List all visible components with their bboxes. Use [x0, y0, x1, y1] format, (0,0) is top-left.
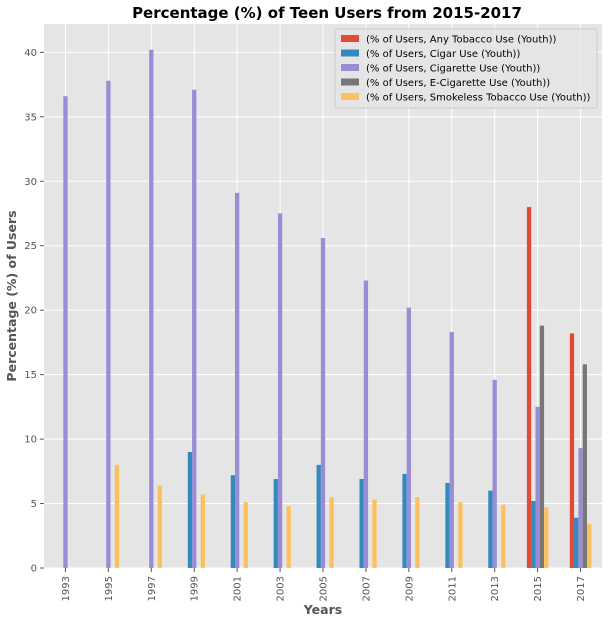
bar: [63, 96, 68, 568]
chart-title: Percentage (%) of Teen Users from 2015-2…: [132, 4, 522, 22]
y-tick-label: 20: [24, 306, 37, 317]
bar: [458, 502, 463, 568]
legend-box: [334, 28, 598, 109]
x-tick-label: 1997: [147, 576, 158, 601]
bar: [488, 490, 493, 568]
y-tick-label: 15: [24, 370, 37, 381]
legend-label: (% of Users, Any Tobacco Use (Youth)): [366, 35, 556, 46]
bar: [578, 448, 583, 568]
bar: [316, 464, 321, 568]
legend-swatch: [341, 35, 359, 42]
bar: [192, 89, 197, 568]
bar: [492, 379, 497, 568]
x-tick-label: 1993: [61, 576, 72, 601]
legend: (% of Users, Any Tobacco Use (Youth)) (% …: [334, 28, 598, 109]
legend-swatch: [341, 93, 359, 100]
bar: [243, 502, 248, 568]
bar: [531, 500, 536, 568]
bar: [445, 482, 450, 568]
x-tick-label: 2009: [404, 576, 415, 601]
bar: [535, 406, 540, 568]
bar: [149, 49, 154, 569]
bar: [544, 507, 549, 568]
y-tick-label: 25: [24, 241, 37, 252]
bar: [363, 280, 369, 568]
x-tick-label: 2015: [533, 576, 544, 601]
bar: [501, 504, 506, 568]
x-axis: 1993 1995 1997 1999 2001 2003 2005 2007 2009 2011…: [61, 568, 587, 601]
bar: [526, 207, 532, 569]
y-axis-label: Percentage (%) of Users: [4, 210, 19, 381]
y-axis: 0 5 10 15 20 25 30 35 40: [24, 48, 44, 575]
bar: [157, 485, 163, 568]
bar: [187, 451, 193, 568]
bar: [406, 307, 411, 568]
bar: [320, 237, 326, 568]
x-tick-label: 2003: [276, 576, 287, 601]
bar: [235, 192, 240, 568]
legend-label: (% of Users, E-Cigarette Use (Youth)): [366, 78, 550, 89]
bar: [582, 364, 587, 568]
bar: [574, 517, 579, 568]
legend-label: (% of Users, Cigarette Use (Youth)): [366, 64, 540, 75]
y-tick-label: 10: [24, 435, 37, 446]
bars: [63, 49, 592, 569]
y-tick-label: 40: [24, 48, 37, 59]
bar: [359, 479, 364, 568]
legend-swatch: [341, 78, 359, 86]
x-tick-label: 1995: [104, 576, 115, 601]
bar: [200, 494, 205, 568]
legend-swatch: [341, 64, 359, 71]
bar: [106, 80, 111, 568]
bar: [569, 333, 575, 568]
x-tick-label: 2011: [447, 576, 458, 601]
bar: [402, 473, 407, 568]
x-tick-label: 2017: [576, 576, 587, 601]
bar: [286, 506, 291, 568]
y-tick-label: 35: [24, 112, 37, 123]
x-axis-label: Years: [303, 602, 342, 617]
bar: [415, 497, 420, 568]
bar: [329, 497, 334, 568]
bar: [277, 213, 283, 569]
bar: [230, 475, 236, 568]
y-tick-label: 5: [31, 499, 37, 510]
x-tick-label: 2001: [233, 576, 244, 601]
x-tick-label: 1999: [190, 576, 201, 601]
legend-swatch: [341, 49, 359, 57]
bar: [372, 499, 377, 568]
bar: [114, 464, 120, 568]
x-tick-label: 2013: [490, 576, 501, 601]
x-tick-label: 2007: [361, 576, 372, 601]
y-tick-label: 0: [31, 564, 37, 575]
y-tick-label: 30: [24, 177, 37, 188]
bar: [449, 332, 454, 568]
legend-label: (% of Users, Cigar Use (Youth)): [366, 49, 520, 60]
bar: [273, 479, 278, 568]
x-tick-label: 2005: [319, 576, 330, 601]
legend-label: (% of Users, Smokeless Tobacco Use (Yout…: [366, 93, 591, 104]
bar: [586, 524, 592, 568]
bar: [539, 325, 545, 568]
